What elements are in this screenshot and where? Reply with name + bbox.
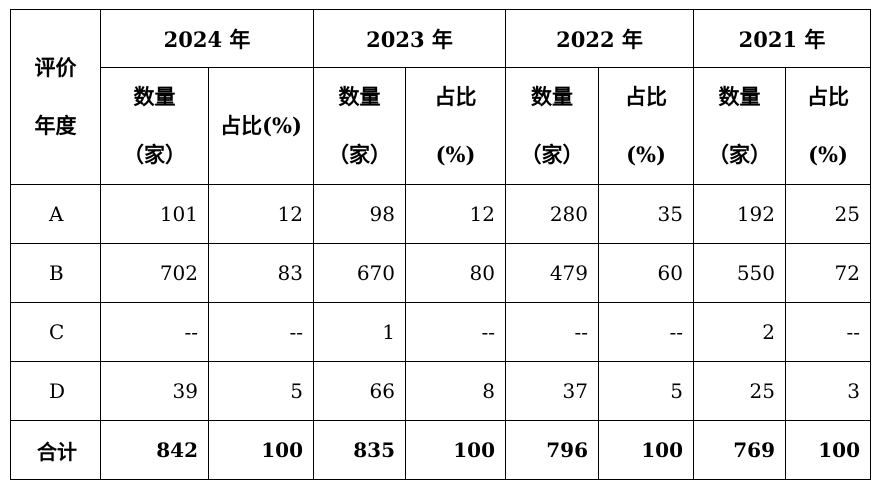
row-label: D: [10, 361, 101, 421]
cell: 37: [505, 361, 599, 421]
corner-header: 评价 年度: [10, 9, 101, 185]
cell: 8: [405, 361, 506, 421]
header-row: 评价 年度 2024 年 2023 年 2022 年 2021 年: [10, 9, 871, 185]
data-row: C -- -- 1 -- -- -- 2 --: [10, 302, 871, 362]
cell: 2: [693, 302, 786, 362]
header-line: （家）: [520, 142, 584, 167]
header-line: 年度: [34, 113, 77, 138]
cell: 12: [208, 184, 314, 244]
cell: --: [100, 302, 209, 362]
cell: 280: [505, 184, 599, 244]
cell: 35: [598, 184, 694, 244]
year-header: 2021 年: [693, 9, 871, 68]
header-line: (%): [808, 142, 848, 167]
cell: 796: [505, 420, 599, 480]
cell: 835: [313, 420, 406, 480]
cell: 3: [785, 361, 871, 421]
row-label: 合计: [10, 420, 101, 480]
header-line: （家）: [328, 142, 391, 167]
subheader: 数量 （家）: [100, 67, 209, 185]
cell: 100: [405, 420, 506, 480]
header-line: 数量: [718, 84, 761, 109]
data-row: D 39 5 66 8 37 5 25 3: [10, 361, 871, 421]
subheader: 占比 (%): [598, 67, 694, 185]
header-line: (%): [626, 142, 666, 167]
data-row: B 702 83 670 80 479 60 550 72: [10, 243, 871, 303]
cell: 101: [100, 184, 209, 244]
cell: 39: [100, 361, 209, 421]
year-header: 2023 年: [313, 9, 506, 68]
cell: 670: [313, 243, 406, 303]
row-label: A: [10, 184, 101, 244]
cell: 66: [313, 361, 406, 421]
subheader: 数量 （家）: [693, 67, 786, 185]
cell: 25: [693, 361, 786, 421]
subheader: 占比(%): [208, 67, 314, 185]
cell: 100: [785, 420, 871, 480]
evaluation-table: 评价 年度 2024 年 2023 年 2022 年 2021 年数量 （家） 占比(%) 数量…: [10, 9, 871, 480]
cell: 5: [208, 361, 314, 421]
cell: --: [598, 302, 694, 362]
data-row: A 101 12 98 12 280 35 192 25: [10, 184, 871, 244]
row-label: B: [10, 243, 101, 303]
total-row: 合计 842 100 835 100 796 100 769 100: [10, 420, 871, 480]
header-line: （家）: [123, 142, 186, 167]
header-line: 数量: [338, 84, 381, 109]
subheader: 占比 (%): [405, 67, 506, 185]
cell: 60: [598, 243, 694, 303]
cell: 12: [405, 184, 506, 244]
cell: 72: [785, 243, 871, 303]
header-line: (%): [435, 142, 476, 167]
cell: 479: [505, 243, 599, 303]
subheader: 数量 （家）: [313, 67, 406, 185]
subheader: 数量 （家）: [505, 67, 599, 185]
header-line: 占比(%): [220, 113, 302, 138]
cell: 192: [693, 184, 786, 244]
table-body: 评价 年度 2024 年 2023 年 2022 年 2021 年数量 （家） 占比(%) 数量…: [10, 9, 871, 480]
row-label: C: [10, 302, 101, 362]
cell: 100: [208, 420, 314, 480]
header-line: 数量: [531, 84, 573, 109]
header-line: 占比: [625, 84, 667, 109]
cell: --: [208, 302, 314, 362]
header-line: 评价: [34, 55, 77, 80]
year-header: 2024 年: [100, 9, 314, 68]
cell: --: [505, 302, 599, 362]
header-line: （家）: [708, 142, 771, 167]
cell: --: [785, 302, 871, 362]
cell: 80: [405, 243, 506, 303]
cell: 842: [100, 420, 209, 480]
year-header: 2022 年: [505, 9, 694, 68]
cell: 5: [598, 361, 694, 421]
subheader: 占比 (%): [785, 67, 871, 185]
cell: 769: [693, 420, 786, 480]
cell: 25: [785, 184, 871, 244]
cell: 1: [313, 302, 406, 362]
cell: 83: [208, 243, 314, 303]
header-line: 占比: [434, 84, 477, 109]
cell: --: [405, 302, 506, 362]
cell: 100: [598, 420, 694, 480]
header-line: 数量: [133, 84, 176, 109]
subheader-row: 数量 （家） 占比(%) 数量 （家） 占比 (%) 数量 （家） 占比 (%) 数量 （家） 占比 (%): [11, 67, 871, 185]
cell: 702: [100, 243, 209, 303]
cell: 98: [313, 184, 406, 244]
cell: 550: [693, 243, 786, 303]
header-line: 占比: [807, 84, 849, 109]
